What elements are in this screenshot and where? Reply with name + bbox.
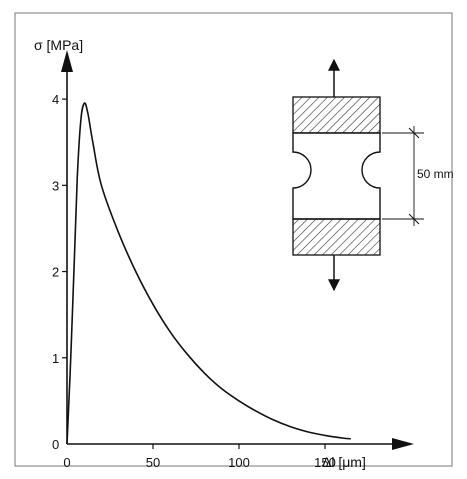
dimension-tick-bottom-icon [408,213,420,225]
y-tick-label-4: 4 [52,92,59,107]
upper-grip [292,96,381,134]
y-tick-label-3: 3 [52,178,59,193]
axes [61,50,414,450]
y-axis-arrow-icon [61,50,73,72]
y-tick-label-2: 2 [52,265,59,280]
x-tick-label-2: 100 [228,455,250,470]
axis-ticks [62,98,326,449]
y-tick-label-1: 1 [52,351,59,366]
y-tick-label-0: 0 [52,437,59,452]
x-tick-label-0: 0 [63,455,70,470]
lower-grip [292,218,381,256]
specimen-diagram: 50 mm [292,58,454,292]
dimension-tick-top-icon [408,127,420,139]
x-axis-label: Δl [μm] [322,454,366,470]
x-axis-arrow-icon [392,438,414,450]
figure-frame [14,12,453,467]
x-tick-label-3: 150 [314,455,336,470]
specimen-body [292,132,381,220]
x-tick-label-1: 50 [146,455,160,470]
y-axis-label: σ [MPa] [34,37,83,53]
dimension-label: 50 mm [417,167,454,181]
stress-curve [66,102,351,445]
axis-tick-labels: 0 1 2 3 4 0 50 100 150 [52,92,336,470]
